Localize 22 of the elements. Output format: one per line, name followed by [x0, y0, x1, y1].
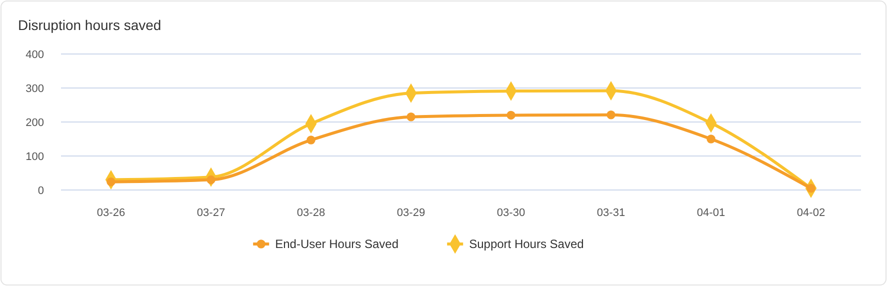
x-tick-label: 03-31 [596, 207, 626, 219]
x-tick-label: 03-27 [196, 207, 226, 219]
point [506, 110, 516, 120]
point [306, 136, 316, 144]
x-tick-label: 03-26 [96, 207, 126, 219]
legend-label: End-User Hours Saved [275, 237, 398, 251]
legend-label: Support Hours Saved [469, 237, 584, 251]
x-tick-label: 04-01 [696, 207, 726, 219]
x-tick-label: 04-02 [796, 207, 826, 219]
y-tick-label: 0 [38, 185, 44, 197]
x-tick-label: 03-30 [496, 207, 526, 219]
x-tick-label: 03-28 [296, 207, 326, 219]
x-tick-label: 03-29 [396, 207, 426, 219]
point [606, 110, 616, 120]
point [406, 112, 416, 122]
y-tick-label: 100 [26, 151, 44, 163]
point [206, 175, 216, 184]
chart-title: Disruption hours saved [18, 17, 162, 33]
y-tick-label: 200 [26, 117, 44, 129]
y-tick-label: 300 [26, 83, 44, 95]
y-tick-label: 400 [26, 49, 44, 61]
point [706, 134, 716, 144]
